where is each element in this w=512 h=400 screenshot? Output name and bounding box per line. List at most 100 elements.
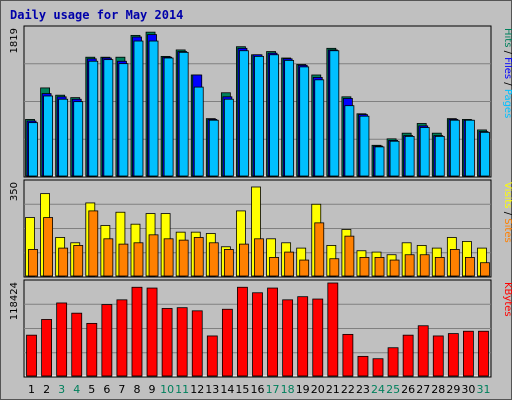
panel-legend: KBytes — [502, 282, 512, 317]
day-label: 21 — [326, 383, 340, 396]
bar-kbytes — [478, 330, 489, 377]
bar-sites — [88, 210, 99, 277]
bar-kbytes — [26, 334, 37, 377]
bar-pages — [419, 127, 430, 177]
bar-kbytes — [312, 298, 324, 377]
legend-separator: / — [502, 47, 512, 57]
bar-pages — [133, 40, 144, 177]
bar-sites — [419, 254, 430, 277]
bar-kbytes — [221, 308, 233, 377]
day-label: 30 — [461, 383, 475, 396]
bar-sites — [314, 222, 325, 277]
bar-sites — [480, 262, 490, 277]
panel-max-label: 118424 — [9, 282, 20, 320]
bar-sites — [329, 258, 340, 277]
bar-pages — [118, 63, 129, 177]
bar-kbytes — [176, 307, 188, 377]
panel-legend: Hits / Files / Pages — [502, 28, 512, 118]
bar-kbytes — [447, 333, 459, 377]
bar-pages — [103, 59, 114, 177]
legend-kbytes: KBytes — [502, 282, 512, 317]
legend-separator: / — [502, 79, 512, 89]
day-label: 11 — [175, 383, 189, 396]
bar-pages — [359, 115, 370, 177]
legend-pages: Pages — [502, 89, 512, 118]
bar-sites — [465, 256, 475, 277]
bar-pages — [374, 146, 385, 177]
panel-max-label: 1819 — [9, 28, 20, 53]
bar-kbytes — [161, 308, 173, 377]
bar-sites — [163, 238, 174, 277]
bar-sites — [404, 254, 415, 277]
bar-sites — [389, 259, 400, 277]
panel-kbytes: 118424 KBytes — [9, 279, 512, 378]
day-label: 9 — [149, 383, 156, 396]
legend-sites: Sites — [502, 218, 512, 242]
bar-kbytes — [357, 355, 369, 377]
day-label: 28 — [431, 383, 445, 396]
bar-pages — [434, 136, 445, 177]
bar-sites — [178, 239, 189, 277]
day-label: 22 — [341, 383, 355, 396]
bar-kbytes — [131, 286, 143, 377]
day-label: 15 — [235, 383, 249, 396]
bar-pages — [88, 60, 99, 177]
bar-sites — [43, 217, 53, 277]
bar-kbytes — [267, 287, 278, 377]
bar-kbytes — [237, 286, 248, 377]
bar-pages — [465, 119, 475, 177]
bar-kbytes — [282, 299, 294, 377]
bar-pages — [178, 51, 189, 177]
bar-pages — [28, 122, 38, 177]
day-label: 14 — [220, 383, 234, 396]
bar-kbytes — [191, 310, 203, 377]
bar-pages — [254, 55, 264, 177]
bar-pages — [269, 54, 279, 177]
bar-kbytes — [342, 333, 354, 377]
panel-hits-files-pages: 1819 Hits / Files / Pages — [9, 25, 512, 178]
bar-kbytes — [372, 358, 384, 377]
bar-pages — [148, 40, 159, 177]
day-label: 17 — [266, 383, 280, 396]
bar-sites — [118, 243, 129, 277]
chart-title: Daily usage for May 2014 — [10, 8, 183, 22]
bar-pages — [314, 79, 325, 177]
bar-pages — [329, 50, 340, 177]
legend-separator: / — [502, 209, 512, 219]
bar-kbytes — [101, 304, 113, 377]
bar-sites — [148, 234, 159, 277]
bar-pages — [299, 66, 310, 177]
bar-kbytes — [387, 347, 399, 377]
bar-kbytes — [86, 322, 98, 377]
day-label: 1 — [28, 383, 35, 396]
bar-sites — [73, 245, 84, 277]
bar-sites — [449, 249, 460, 277]
panel-legend: Visits / Sites — [502, 182, 512, 243]
bar-pages — [284, 60, 295, 177]
day-label: 6 — [103, 383, 110, 396]
day-label: 20 — [311, 383, 325, 396]
day-label: 29 — [446, 383, 460, 396]
bar-pages — [480, 131, 490, 177]
bar-kbytes — [417, 325, 429, 377]
day-label: 12 — [190, 383, 204, 396]
bar-sites — [269, 256, 279, 277]
day-label: 16 — [251, 383, 265, 396]
day-label: 24 — [371, 383, 385, 396]
bar-sites — [299, 259, 310, 277]
bar-sites — [434, 256, 445, 277]
bar-sites — [254, 238, 264, 277]
bar-kbytes — [116, 299, 128, 377]
legend-hits: Hits — [502, 28, 512, 47]
bar-pages — [449, 119, 460, 177]
bar-sites — [223, 249, 234, 277]
bar-pages — [193, 86, 204, 177]
bar-kbytes — [41, 319, 52, 377]
day-label: 5 — [88, 383, 95, 396]
bar-sites — [284, 251, 295, 277]
bar-sites — [359, 256, 370, 277]
day-label: 27 — [416, 383, 430, 396]
bar-kbytes — [71, 312, 83, 377]
bar-pages — [73, 101, 84, 177]
